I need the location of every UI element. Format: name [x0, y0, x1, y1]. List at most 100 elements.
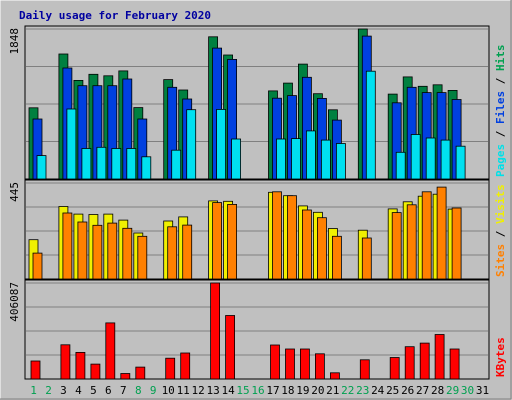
bar-sites-day-26	[406, 204, 417, 280]
x-tick-label-day-30: 30	[461, 384, 474, 397]
x-tick-label-day-5: 5	[90, 384, 97, 397]
x-tick-label-day-13: 13	[206, 384, 219, 397]
bar-sites-day-17	[272, 191, 282, 280]
x-tick-label-day-14: 14	[221, 384, 235, 397]
bar-pages-day-10	[171, 149, 182, 180]
x-tick-label-day-23: 23	[356, 384, 369, 397]
bar-pages-day-5	[96, 146, 107, 180]
bar-kbytes-day-17	[270, 344, 280, 380]
bar-kbytes-day-5	[90, 363, 101, 380]
bar-pages-day-1	[36, 155, 47, 180]
bar-pages-day-6	[111, 148, 122, 180]
x-tick-label-day-8: 8	[135, 384, 142, 397]
x-tick-label-day-10: 10	[162, 384, 175, 397]
bar-pages-day-20	[320, 139, 331, 180]
x-tick-label-day-15: 15	[236, 384, 249, 397]
bar-pages-day-8	[141, 156, 152, 180]
bar-pages-day-21	[335, 143, 346, 180]
series-pages	[36, 70, 466, 180]
bar-kbytes-day-1	[30, 360, 41, 380]
x-tick-label-day-31: 31	[476, 384, 489, 397]
bar-pages-day-17	[276, 138, 286, 180]
bar-kbytes-day-23	[359, 359, 370, 380]
bar-sites-day-23	[361, 237, 372, 280]
bar-kbytes-day-10	[165, 357, 176, 380]
bar-kbytes-day-4	[75, 351, 86, 380]
x-tick-label-day-18: 18	[281, 384, 294, 397]
bar-sites-day-21	[331, 235, 342, 280]
chart-title: Daily usage for February 2020	[19, 9, 211, 22]
legend-item: Visits	[494, 184, 507, 224]
x-tick-label-day-4: 4	[75, 384, 82, 397]
bar-sites-day-29	[451, 207, 462, 280]
bar-pages-day-18	[291, 138, 301, 180]
bar-sites-day-8	[137, 235, 148, 280]
legend-item: Hits	[494, 45, 507, 72]
bar-kbytes-day-6	[105, 322, 116, 380]
bar-sites-day-28	[436, 186, 447, 280]
bar-kbytes-day-3	[60, 344, 71, 380]
x-tick-label-day-26: 26	[401, 384, 414, 397]
bar-pages-day-3	[66, 108, 77, 180]
x-tick-label-day-12: 12	[191, 384, 204, 397]
x-tick-label-day-20: 20	[311, 384, 324, 397]
panel-middle: 445 Sites / Visits	[8, 179, 507, 280]
x-tick-label-day-2: 2	[45, 384, 52, 397]
bar-sites-day-13	[212, 202, 223, 280]
bar-sites-day-1	[32, 252, 43, 280]
x-axis-labels: 1 2 3 4 5 6 7 8 9 10 11 12 13 14 15 16 17 18 19 20 21 22 23 24 2…	[30, 384, 489, 397]
bar-pages-day-26	[410, 134, 421, 180]
panel-legend: Pages / Files / Hits	[494, 45, 507, 178]
bar-kbytes-day-19	[299, 348, 310, 380]
bar-kbytes-day-26	[404, 346, 415, 380]
legend-item: KBytes	[494, 337, 507, 377]
bar-sites-day-3	[62, 212, 73, 280]
x-tick-label-day-27: 27	[416, 384, 429, 397]
series-kbytes	[30, 282, 460, 380]
x-tick-label-day-11: 11	[177, 384, 190, 397]
x-tick-label-day-17: 17	[266, 384, 279, 397]
bar-sites-day-10	[167, 226, 178, 280]
bar-pages-day-23	[365, 70, 376, 180]
bar-sites-day-19	[301, 209, 312, 280]
bar-pages-day-14	[231, 138, 242, 180]
bar-pages-day-27	[425, 137, 436, 180]
bar-kbytes-day-11	[180, 352, 191, 380]
bar-kbytes-day-29	[449, 348, 460, 380]
bar-kbytes-day-8	[135, 366, 146, 380]
x-tick-label-day-3: 3	[60, 384, 67, 397]
panel-legend: KBytes	[494, 337, 507, 377]
bar-pages-day-25	[395, 151, 406, 180]
x-tick-label-day-9: 9	[150, 384, 157, 397]
panel-max-label: 445	[8, 182, 21, 202]
bar-sites-day-5	[92, 224, 103, 280]
bar-sites-day-25	[391, 212, 402, 280]
bar-kbytes-day-21	[329, 372, 340, 380]
panel-max-label: 406087	[8, 282, 21, 322]
bar-kbytes-day-20	[314, 353, 325, 380]
panel-bottom: 406087 KBytes	[8, 279, 507, 380]
x-tick-label-day-1: 1	[30, 384, 37, 397]
legend-item: /	[494, 124, 507, 144]
bar-kbytes-day-28	[434, 334, 445, 380]
bar-pages-day-19	[305, 130, 316, 180]
x-tick-label-day-6: 6	[105, 384, 112, 397]
legend-item: Sites	[494, 244, 507, 277]
bar-pages-day-13	[216, 109, 227, 180]
bar-pages-day-11	[186, 109, 197, 180]
bar-kbytes-day-27	[419, 342, 430, 380]
x-tick-label-day-24: 24	[371, 384, 385, 397]
legend-item: /	[494, 71, 507, 91]
bar-kbytes-day-13	[210, 282, 221, 380]
x-tick-label-day-19: 19	[296, 384, 309, 397]
legend-item: /	[494, 224, 507, 244]
bar-kbytes-day-7	[120, 373, 131, 380]
legend-item: Pages	[494, 144, 507, 177]
bar-pages-day-28	[440, 139, 451, 180]
bar-kbytes-day-18	[285, 348, 295, 380]
bar-pages-day-29	[455, 145, 466, 180]
series-sites	[32, 186, 462, 280]
x-tick-label-day-29: 29	[446, 384, 459, 397]
x-tick-label-day-25: 25	[386, 384, 399, 397]
